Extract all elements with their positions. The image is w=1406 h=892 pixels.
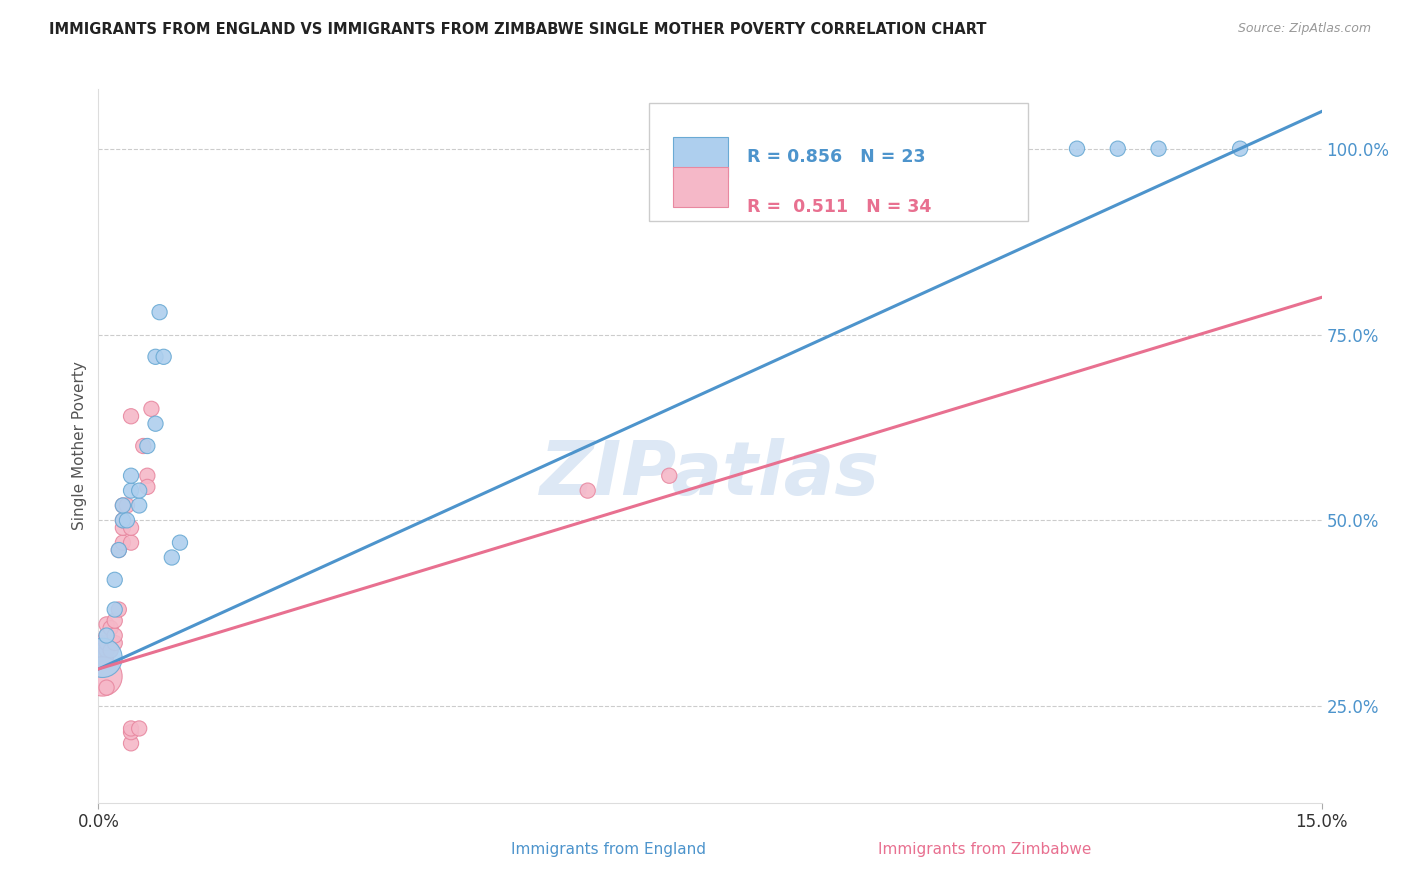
- Point: [115, 513, 138, 527]
- Point: [149, 305, 172, 319]
- Text: ZIPatlas: ZIPatlas: [540, 438, 880, 511]
- Point: [576, 483, 599, 498]
- Point: [120, 483, 142, 498]
- Text: IMMIGRANTS FROM ENGLAND VS IMMIGRANTS FROM ZIMBABWE SINGLE MOTHER POVERTY CORREL: IMMIGRANTS FROM ENGLAND VS IMMIGRANTS FR…: [49, 22, 987, 37]
- Point: [136, 439, 159, 453]
- Point: [104, 602, 127, 616]
- Point: [96, 629, 118, 643]
- Point: [111, 499, 134, 513]
- Point: [108, 602, 131, 616]
- Bar: [832, 835, 863, 863]
- Point: [104, 573, 127, 587]
- Point: [160, 550, 183, 565]
- Point: [111, 535, 134, 549]
- Text: Immigrants from England: Immigrants from England: [510, 842, 706, 856]
- Point: [111, 521, 134, 535]
- Point: [96, 617, 118, 632]
- Point: [111, 513, 134, 527]
- Point: [145, 417, 167, 431]
- Point: [120, 725, 142, 739]
- Point: [145, 350, 167, 364]
- Point: [1107, 142, 1129, 156]
- Point: [96, 681, 118, 695]
- Point: [120, 535, 142, 549]
- Point: [91, 651, 114, 665]
- Point: [1147, 142, 1170, 156]
- Bar: [673, 168, 728, 207]
- Point: [108, 543, 131, 558]
- Point: [91, 643, 114, 657]
- Point: [104, 636, 127, 650]
- Text: R = 0.856   N = 23: R = 0.856 N = 23: [747, 148, 925, 166]
- Point: [1229, 142, 1251, 156]
- Point: [104, 614, 127, 628]
- Point: [108, 543, 131, 558]
- Point: [100, 621, 122, 635]
- Point: [96, 655, 118, 669]
- Point: [90, 636, 112, 650]
- Bar: [673, 137, 728, 177]
- Point: [115, 499, 138, 513]
- Point: [128, 499, 150, 513]
- Point: [96, 629, 118, 643]
- Y-axis label: Single Mother Poverty: Single Mother Poverty: [72, 361, 87, 531]
- Point: [120, 736, 142, 750]
- Text: R =  0.511   N = 34: R = 0.511 N = 34: [747, 198, 931, 216]
- Point: [120, 468, 142, 483]
- Point: [169, 535, 191, 549]
- Bar: [465, 835, 496, 863]
- Point: [141, 401, 163, 416]
- Point: [128, 483, 150, 498]
- Point: [1066, 142, 1088, 156]
- Point: [111, 499, 134, 513]
- FancyBboxPatch shape: [650, 103, 1028, 221]
- Point: [120, 521, 142, 535]
- Point: [111, 513, 134, 527]
- Point: [100, 643, 122, 657]
- Point: [658, 468, 681, 483]
- Point: [128, 722, 150, 736]
- Point: [136, 468, 159, 483]
- Point: [120, 409, 142, 424]
- Point: [96, 643, 118, 657]
- Text: Immigrants from Zimbabwe: Immigrants from Zimbabwe: [877, 842, 1091, 856]
- Point: [136, 480, 159, 494]
- Point: [120, 722, 142, 736]
- Point: [104, 629, 127, 643]
- Point: [152, 350, 174, 364]
- Point: [96, 636, 118, 650]
- Point: [91, 669, 114, 683]
- Point: [132, 439, 155, 453]
- Text: Source: ZipAtlas.com: Source: ZipAtlas.com: [1237, 22, 1371, 36]
